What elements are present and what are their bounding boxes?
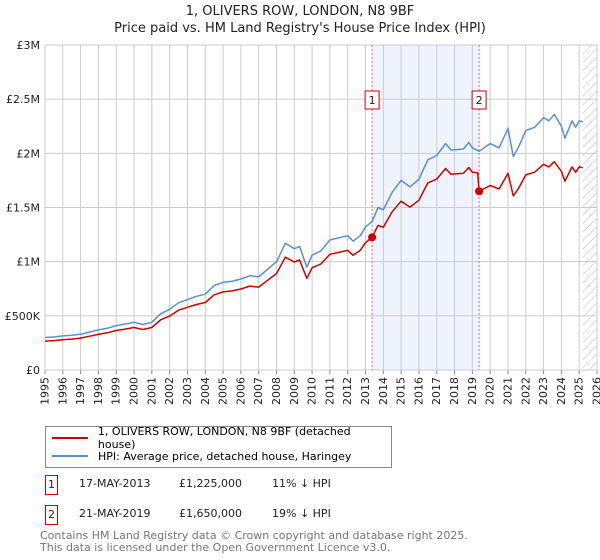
x-tick-label: 2004 xyxy=(199,377,212,405)
sale-marker-box xyxy=(364,90,380,110)
x-tick-label: 2026 xyxy=(591,377,600,405)
x-tick-label: 1997 xyxy=(74,377,87,405)
x-tick-label: 2016 xyxy=(412,377,425,405)
x-tick-label: 2024 xyxy=(555,377,568,405)
x-tick-label: 1995 xyxy=(39,377,52,405)
hpi-line xyxy=(44,113,584,339)
property-price-line xyxy=(44,160,583,342)
legend-label: 1, OLIVERS ROW, LONDON, N8 9BF (detached… xyxy=(97,425,351,451)
y-tick-label: £1.5M xyxy=(6,202,40,215)
x-tick-label: 2017 xyxy=(430,377,443,405)
x-tick-label: 2020 xyxy=(484,377,497,405)
footer-copyright: Contains HM Land Registry data © Crown c… xyxy=(40,529,468,542)
sale-point xyxy=(475,187,484,196)
legend-label: HPI: Average price, detached house, Hari… xyxy=(98,449,352,463)
sale-hpi-diff: 11% ↓ HPI xyxy=(272,477,331,490)
x-tick-label: 2005 xyxy=(217,377,230,405)
plot-area: 1995 1996 1997 1998 1999 2000 2001 2002 2003 2004… xyxy=(5,39,600,405)
legend-swatch-blue xyxy=(52,455,88,457)
sale-hpi-diff: 19% ↓ HPI xyxy=(272,507,331,520)
x-tick-label: 2013 xyxy=(359,377,372,405)
x-tick-label: 1999 xyxy=(110,377,123,405)
x-tick-label: 2018 xyxy=(448,377,461,405)
sale-date: 17-MAY-2013 xyxy=(79,477,151,490)
sale-row-1: 1 17-MAY-2013 £1,225,000 11% ↓ HPI xyxy=(45,475,545,495)
y-tick-label: £1M xyxy=(17,256,41,269)
sale-marker-label: 2 xyxy=(45,505,58,525)
x-tick-label: 2006 xyxy=(234,377,247,405)
x-tick-label: 2009 xyxy=(288,377,301,405)
y-tick-label: £0 xyxy=(26,364,40,377)
sale-marker-label: 1 xyxy=(45,475,58,495)
sale-marker-box xyxy=(471,90,487,110)
x-tick-label: 2022 xyxy=(519,377,532,405)
x-tick-label: 2014 xyxy=(377,377,390,405)
x-tick-label: 2019 xyxy=(466,377,479,405)
x-tick-label: 2003 xyxy=(181,377,194,405)
x-tick-label: 2007 xyxy=(252,377,265,405)
x-tick-label: 2001 xyxy=(145,377,158,405)
sale-marker-label: 2 xyxy=(476,94,483,107)
x-tick-label: 2011 xyxy=(323,377,336,405)
x-tick-label: 2012 xyxy=(341,377,354,405)
sale-row-2: 2 21-MAY-2019 £1,650,000 19% ↓ HPI xyxy=(45,505,545,525)
legend-swatch-red xyxy=(52,437,88,439)
sale-point xyxy=(368,233,377,242)
y-tick-label: £500K xyxy=(5,310,41,323)
x-tick-label: 2000 xyxy=(128,377,141,405)
x-tick-label: 2025 xyxy=(573,377,586,405)
y-tick-label: £2.5M xyxy=(6,93,40,106)
sale-date: 21-MAY-2019 xyxy=(79,507,151,520)
legend-item-property: 1, OLIVERS ROW, LONDON, N8 9BF (detached… xyxy=(52,425,391,451)
x-tick-label: 1998 xyxy=(92,377,105,405)
x-tick-label: 2008 xyxy=(270,377,283,405)
sale-price: £1,225,000 xyxy=(179,477,242,490)
chart-subtitle: Price paid vs. HM Land Registry's House … xyxy=(114,21,486,36)
plot-border xyxy=(44,44,598,371)
sale-marker-label: 1 xyxy=(369,94,376,107)
x-tick-label: 2023 xyxy=(537,377,550,405)
chart-title: 1, OLIVERS ROW, LONDON, N8 9BF xyxy=(185,4,415,19)
x-tick-label: 2002 xyxy=(163,377,176,405)
footer-licence: This data is licensed under the Open Gov… xyxy=(40,541,391,554)
y-tick-label: £3M xyxy=(17,39,41,52)
sale-price: £1,650,000 xyxy=(179,507,242,520)
legend: 1, OLIVERS ROW, LONDON, N8 9BF (detached… xyxy=(45,425,392,468)
x-tick-label: 2021 xyxy=(501,377,514,405)
legend-item-hpi: HPI: Average price, detached house, Hari… xyxy=(52,448,351,464)
x-tick-label: 2010 xyxy=(306,377,319,405)
x-tick-label: 2015 xyxy=(395,377,408,405)
x-tick-label: 1996 xyxy=(56,377,69,405)
y-tick-label: £2M xyxy=(17,147,41,160)
